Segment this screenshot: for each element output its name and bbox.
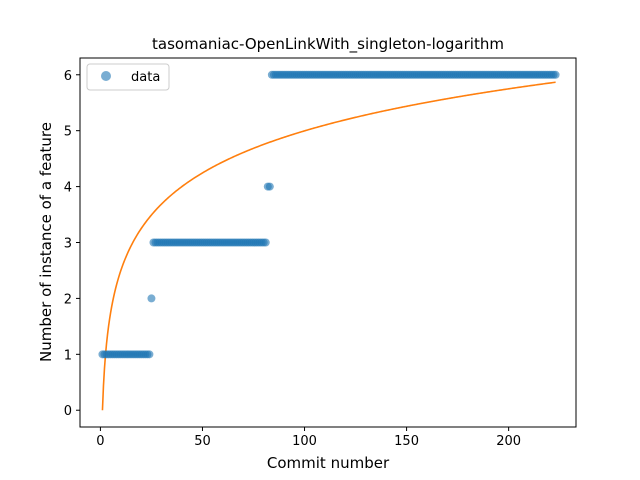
x-tick-label: 200 (496, 434, 521, 449)
plot-area (98, 70, 560, 411)
chart-title: tasomaniac-OpenLinkWith_singleton-logari… (152, 35, 504, 54)
x-tick-label: 0 (96, 434, 104, 449)
y-tick-label: 0 (64, 404, 72, 419)
y-tick-label: 2 (64, 292, 72, 307)
data-point (145, 350, 154, 359)
data-point (261, 238, 270, 247)
y-tick-label: 4 (64, 181, 72, 196)
legend: data (86, 63, 170, 91)
y-axis: 0 1 2 3 4 5 6 (64, 69, 80, 419)
data-point (551, 70, 560, 79)
y-tick-label: 6 (64, 69, 72, 84)
x-tick-label: 150 (394, 434, 419, 449)
data-point (265, 182, 274, 191)
y-tick-label: 3 (64, 237, 72, 252)
x-tick-label: 50 (194, 434, 211, 449)
legend-marker-data (101, 71, 111, 81)
y-tick-label: 1 (64, 348, 72, 363)
legend-label-data: data (131, 70, 160, 85)
y-tick-label: 5 (64, 125, 72, 140)
x-axis-label: Commit number (267, 454, 390, 472)
fit-curve (101, 81, 556, 411)
legend-box (86, 63, 170, 91)
x-axis: 0 50 100 150 200 (96, 427, 521, 449)
y-axis-label: Number of instance of a feature (37, 122, 55, 362)
data-point (147, 294, 156, 303)
x-tick-label: 100 (292, 434, 317, 449)
